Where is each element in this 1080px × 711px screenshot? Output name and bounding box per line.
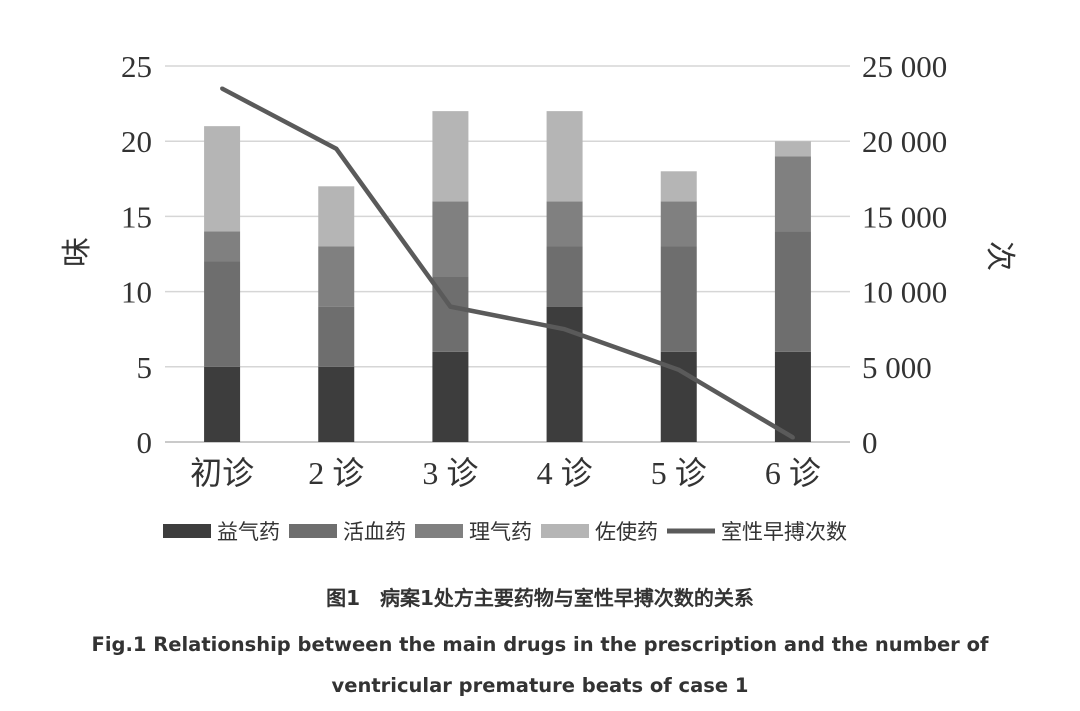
y-tick-label: 20 <box>121 124 152 159</box>
y2-tick-label: 5 000 <box>862 350 932 385</box>
x-tick-label: 5 诊 <box>651 455 707 491</box>
x-tick-label: 2 诊 <box>308 455 364 491</box>
bar-segment <box>432 201 469 277</box>
bar-segment <box>318 306 355 367</box>
bar-segment <box>546 246 583 307</box>
y-tick-label: 25 <box>121 49 152 84</box>
axes: 0 5 10 15 20 25 0 5 000 10 000 15 000 20 000 25 000… <box>121 49 947 491</box>
bar-segment <box>546 201 583 247</box>
legend: 益气药 活血药 理气药 佐使药 室性早搏次数 <box>163 520 847 544</box>
bar-segment <box>318 246 355 307</box>
y2-tick-label: 25 000 <box>862 49 947 84</box>
figure-caption-english: Fig.1 Relationship between the main drug… <box>91 633 989 697</box>
x-tick-label: 6 诊 <box>765 455 821 491</box>
y2-tick-label: 10 000 <box>862 275 947 310</box>
legend-swatch <box>289 524 337 538</box>
line-point <box>220 86 225 91</box>
y-tick-label: 0 <box>137 425 153 460</box>
y-tick-label: 15 <box>121 199 152 234</box>
bar-segment <box>774 351 811 442</box>
bar-segment <box>660 171 697 202</box>
y-tick-label: 5 <box>137 350 153 385</box>
line-series-path <box>221 86 795 440</box>
bar-segment <box>546 111 583 202</box>
legend-swatch <box>163 524 211 538</box>
bars <box>204 111 811 442</box>
bar-segment <box>774 231 811 352</box>
legend-label: 益气药 <box>217 520 280 544</box>
legend-label: 活血药 <box>343 520 406 544</box>
legend-label: 室性早搏次数 <box>721 520 847 544</box>
bar-segment <box>318 186 355 247</box>
legend-swatch <box>541 524 589 538</box>
grid-lines <box>165 65 850 443</box>
legend-swatch <box>415 524 463 538</box>
bar-segment <box>204 366 241 442</box>
line-point <box>676 367 681 372</box>
line-point <box>334 146 339 151</box>
y-tick-label: 10 <box>121 275 152 310</box>
bar-segment <box>204 231 241 262</box>
line-point <box>448 304 453 309</box>
bar-segment <box>774 156 811 232</box>
bar-segment <box>432 351 469 442</box>
line-series <box>220 86 795 440</box>
y2-tick-label: 15 000 <box>862 199 947 234</box>
line-point <box>562 327 567 332</box>
y2-tick-label: 0 <box>862 425 878 460</box>
bar-segment <box>318 366 355 442</box>
x-tick-label: 初诊 <box>190 455 254 491</box>
bar-segment <box>204 261 241 367</box>
legend-label: 理气药 <box>469 520 532 544</box>
bar-segment <box>660 201 697 247</box>
y2-tick-label: 20 000 <box>862 124 947 159</box>
legend-label: 佐使药 <box>595 520 658 544</box>
x-tick-label: 3 诊 <box>422 455 478 491</box>
bar-segment <box>432 111 469 202</box>
line-point <box>790 435 795 440</box>
x-tick-label: 4 诊 <box>537 455 593 491</box>
figure-caption-chinese: 图1 病案1处方主要药物与室性早搏次数的关系 <box>326 586 754 610</box>
bar-segment <box>204 126 241 232</box>
y2-axis-label: 次 <box>983 241 1016 271</box>
bar-segment <box>660 246 697 352</box>
y-axis-label: 味 <box>61 237 94 267</box>
bar-segment <box>774 141 811 157</box>
